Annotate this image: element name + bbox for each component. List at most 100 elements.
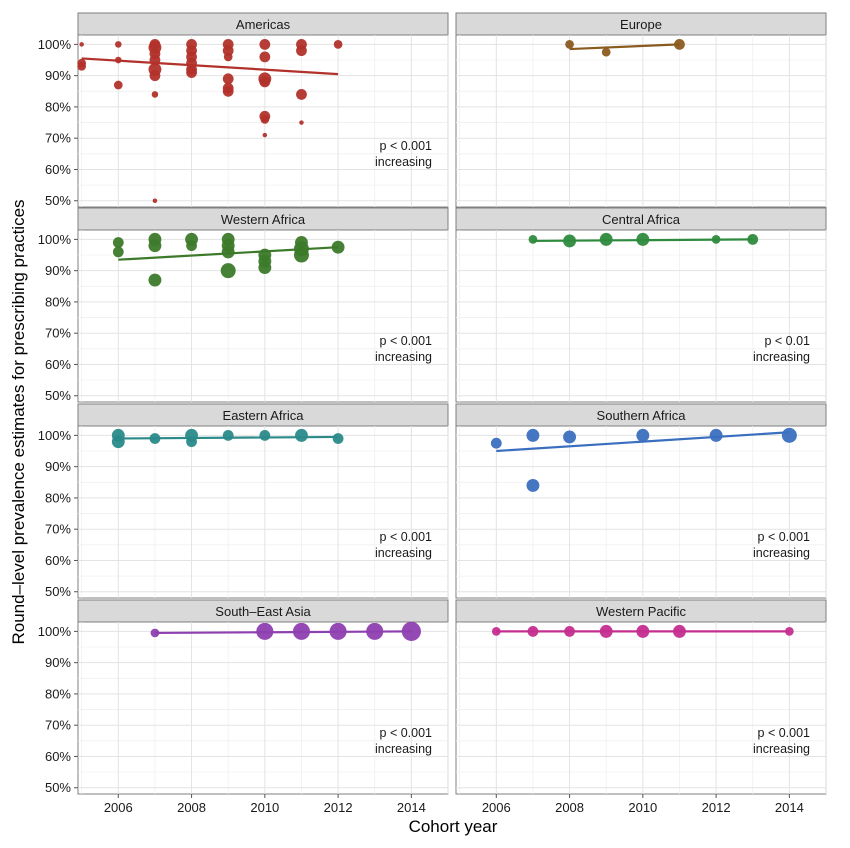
x-tick-label: 2014	[775, 800, 804, 815]
data-point	[151, 91, 159, 98]
data-point	[565, 40, 574, 49]
data-point	[259, 51, 271, 63]
panel-annotation: p < 0.001	[758, 530, 811, 544]
data-point	[490, 437, 502, 449]
x-axis-label: Cohort year	[409, 817, 498, 836]
x-tick-label: 2008	[177, 800, 206, 815]
panel-annotation: increasing	[375, 546, 432, 560]
y-tick-label: 50%	[45, 780, 71, 795]
x-tick-label: 2010	[628, 800, 657, 815]
panel-plot-area	[77, 425, 449, 599]
panel: Western Africa 50% 60% 70% 80% 90% 100% p < 0.0…	[38, 207, 449, 403]
y-tick-label: 100%	[38, 37, 72, 52]
y-tick-label: 60%	[45, 162, 71, 177]
data-point	[293, 247, 309, 263]
panel-title: Americas	[236, 17, 291, 32]
x-tick-label: 2008	[555, 800, 584, 815]
x-tick-label: 2006	[104, 800, 133, 815]
data-point	[526, 478, 540, 492]
trend-line	[118, 435, 339, 440]
panel-annotation: increasing	[375, 155, 432, 169]
data-point	[149, 70, 161, 82]
trend-line	[496, 431, 790, 453]
data-point	[295, 428, 308, 442]
data-point	[296, 45, 307, 57]
data-point	[781, 427, 797, 443]
data-point	[111, 435, 125, 449]
panel-annotation: p < 0.001	[380, 139, 433, 153]
data-point	[259, 38, 271, 50]
trend-line	[569, 43, 680, 51]
y-tick-label: 50%	[45, 193, 71, 208]
data-point	[223, 52, 233, 62]
data-point	[222, 73, 234, 85]
x-tick-label: 2014	[397, 800, 426, 815]
trend-line	[154, 630, 412, 635]
panel-plot-area	[455, 621, 827, 795]
data-point	[636, 428, 650, 442]
data-point	[709, 428, 723, 442]
trend-line	[118, 246, 339, 261]
panel: Southern Africa p < 0.001 increasing	[455, 403, 827, 599]
data-point	[222, 85, 234, 97]
y-tick-label: 60%	[45, 749, 71, 764]
y-tick-label: 80%	[45, 686, 71, 701]
data-point	[299, 120, 304, 125]
panel: Western Pacific 2006 2008 2010 2012 2014 p < 0…	[455, 599, 827, 815]
panel-title: South–East Asia	[215, 604, 311, 619]
y-tick-label: 90%	[45, 263, 71, 278]
panel: Americas 50% 60% 70% 80% 90% 100% p < 0.001 incr…	[38, 12, 449, 208]
data-point	[296, 89, 307, 100]
data-point	[77, 61, 87, 71]
panel-annotation: increasing	[753, 546, 810, 560]
y-tick-label: 90%	[45, 459, 71, 474]
panel-annotation: p < 0.01	[764, 334, 810, 348]
y-tick-label: 100%	[38, 428, 72, 443]
data-point	[79, 42, 84, 47]
data-point	[333, 40, 343, 49]
panel-title: Southern Africa	[597, 408, 687, 423]
data-point	[186, 67, 197, 78]
panel: Central Africa p < 0.01 increasing	[455, 207, 827, 403]
trend-line	[81, 57, 339, 76]
data-point	[221, 245, 235, 259]
data-point	[148, 239, 162, 253]
y-tick-label: 90%	[45, 655, 71, 670]
y-tick-label: 70%	[45, 718, 71, 733]
data-point	[332, 433, 344, 444]
y-tick-label: 70%	[45, 326, 71, 341]
data-point	[148, 273, 162, 287]
x-tick-label: 2012	[702, 800, 731, 815]
y-tick-label: 60%	[45, 357, 71, 372]
panel: South–East Asia 50% 60% 70% 80% 90% 100% 2006 20…	[38, 599, 449, 815]
panel-plot-area	[77, 621, 449, 795]
panel-annotation: p < 0.001	[380, 334, 433, 348]
x-tick-label: 2012	[324, 800, 353, 815]
panel-plot-area	[455, 34, 827, 208]
data-point	[186, 240, 197, 252]
data-point	[113, 80, 123, 90]
y-tick-label: 50%	[45, 584, 71, 599]
y-tick-label: 100%	[38, 624, 72, 639]
y-tick-label: 80%	[45, 490, 71, 505]
y-tick-label: 60%	[45, 553, 71, 568]
y-tick-label: 90%	[45, 68, 71, 83]
panel-annotation: p < 0.001	[380, 530, 433, 544]
panel-title: Western Pacific	[596, 604, 687, 619]
panel-plot-area	[455, 425, 827, 599]
y-axis-label: Round–level prevalence estimates for pre…	[9, 199, 28, 644]
panel-title: Eastern Africa	[223, 408, 305, 423]
data-point	[259, 429, 271, 441]
data-point	[601, 47, 611, 57]
panel-title: Western Africa	[221, 212, 306, 227]
y-tick-label: 100%	[38, 232, 72, 247]
panel-annotation: p < 0.001	[380, 726, 433, 740]
panel-title: Europe	[620, 17, 662, 32]
data-point	[220, 263, 236, 279]
y-tick-label: 80%	[45, 99, 71, 114]
facet-panels: Americas 50% 60% 70% 80% 90% 100% p < 0.001 incr…	[38, 12, 827, 815]
data-point	[112, 246, 124, 258]
y-tick-label: 70%	[45, 131, 71, 146]
data-point	[222, 429, 234, 441]
